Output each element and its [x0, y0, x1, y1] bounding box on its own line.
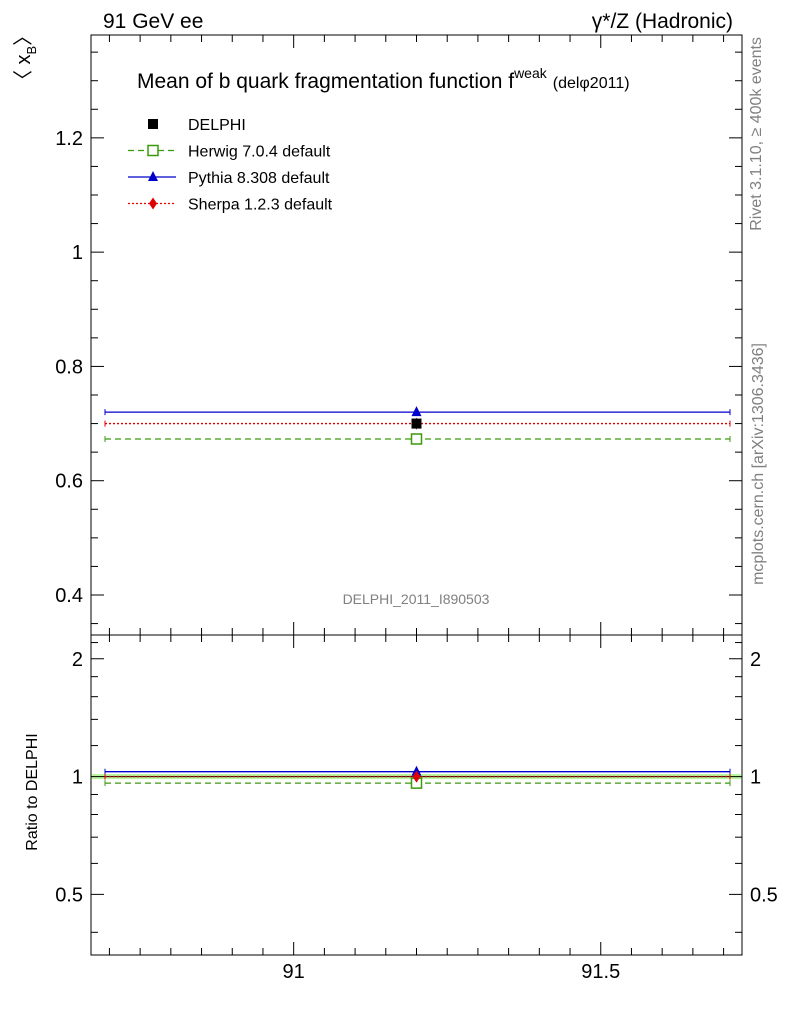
main-ytick-label: 1.2 [55, 128, 83, 150]
analysis-watermark: DELPHI_2011_I890503 [343, 591, 490, 607]
ratio-ytick-label-right: 1 [750, 767, 761, 789]
legend-marker-pythia [148, 171, 158, 181]
legend-label-sherpa: Sherpa 1.2.3 default [188, 197, 333, 214]
legend-label-herwig: Herwig 7.0.4 default [188, 144, 331, 161]
mcplots-label: mcplots.cern.ch [arXiv:1306.3436] [750, 343, 767, 585]
svg-text:〈 xB〉: 〈 xB〉 [13, 26, 39, 90]
main-ytick-label: 1 [72, 242, 83, 264]
legend-label-delphi: DELPHI [188, 117, 246, 134]
ratio-axis-ticks: 0.5 0.5 1 1 2 2 91 91.5 [55, 635, 778, 983]
legend: DELPHI Herwig 7.0.4 default Pythia 8.308 d… [128, 117, 333, 214]
main-axis-ticks: 0.4 0.6 0.8 1 1.2 [55, 35, 742, 635]
main-marker-pythia [411, 406, 422, 417]
rivet-label: Rivet 3.1.10, ≥ 400k events [748, 37, 765, 231]
main-series-pythia [104, 406, 731, 417]
xtick-label: 91 [283, 961, 305, 983]
ratio-ytick-label-right: 2 [750, 649, 761, 671]
main-marker-delphi [411, 418, 422, 429]
svg-text:Mean of b quark fragmentation: Mean of b quark fragmentation function f… [137, 65, 630, 93]
legend-entry-delphi: DELPHI [148, 117, 246, 134]
legend-entry-herwig: Herwig 7.0.4 default [128, 144, 331, 161]
main-series-delphi [411, 418, 422, 429]
main-ytick-label: 0.4 [55, 585, 83, 607]
ratio-marker-sherpa [412, 770, 421, 783]
legend-marker-sherpa [149, 197, 157, 210]
legend-entry-pythia: Pythia 8.308 default [128, 170, 330, 187]
ratio-series-group [104, 765, 731, 789]
legend-marker-delphi [148, 119, 158, 129]
ratio-ytick-label: 1 [72, 767, 83, 789]
main-ytick-label: 0.6 [55, 471, 83, 493]
ratio-series-sherpa [104, 770, 731, 783]
ratio-ytick-label: 2 [72, 649, 83, 671]
main-ytick-label: 0.8 [55, 356, 83, 378]
ratio-ytick-label-right: 0.5 [750, 884, 778, 906]
ratio-plot-frame [90, 634, 743, 956]
legend-label-pythia: Pythia 8.308 default [188, 170, 330, 187]
main-ylabel: 〈 xB〉 [13, 26, 39, 90]
main-title: Mean of b quark fragmentation function f… [137, 65, 630, 93]
ratio-ytick-label: 0.5 [55, 884, 83, 906]
main-series-herwig [104, 433, 731, 445]
ratio-ylabel: Ratio to DELPHI [24, 733, 41, 850]
header-left: 91 GeV ee [103, 10, 203, 33]
main-marker-herwig [410, 433, 423, 445]
main-series-group [104, 406, 731, 445]
xtick-label: 91.5 [581, 961, 620, 983]
legend-entry-sherpa: Sherpa 1.2.3 default [128, 197, 333, 214]
header-right: γ*/Z (Hadronic) [592, 10, 733, 33]
legend-marker-herwig [147, 144, 159, 157]
